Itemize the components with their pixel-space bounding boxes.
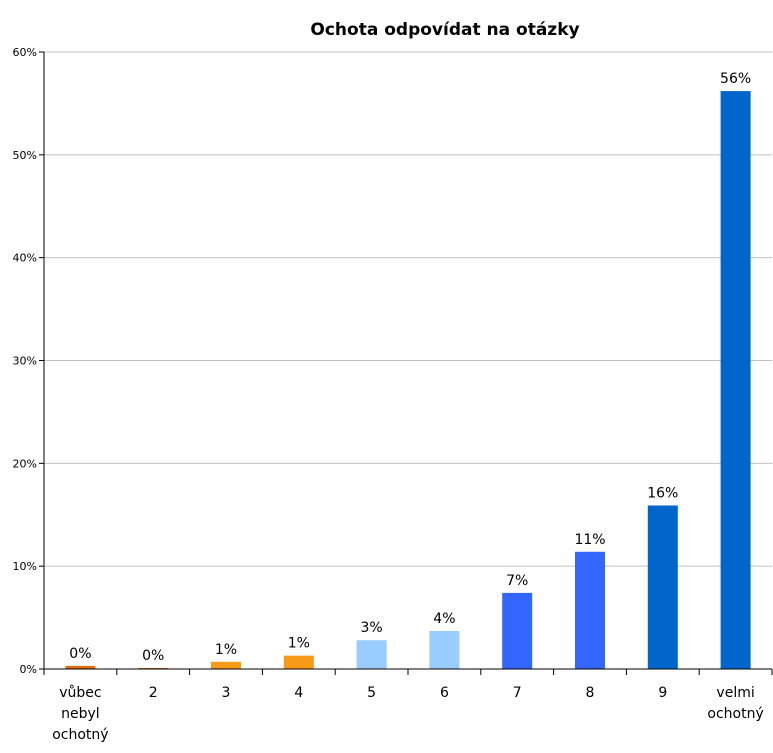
bar [648,505,678,669]
x-tick-label: 6 [440,685,449,701]
data-label: 16% [647,485,678,501]
x-tick-label: 2 [149,685,158,701]
x-tick-label: 3 [222,685,231,701]
x-tick-label-line: velmi [716,685,754,701]
x-tick-label: 5 [367,685,376,701]
bars [65,91,750,669]
data-label: 1% [288,636,310,652]
x-tick-label-line: 2 [149,685,158,701]
y-tick-label: 20% [13,457,37,470]
x-tick-label: 4 [294,685,303,701]
data-label: 11% [574,532,605,548]
x-tick-label-line: 9 [658,685,667,701]
data-label: 56% [720,71,751,87]
bar [429,631,459,669]
x-tick-label-line: 4 [294,685,303,701]
chart-title: Ochota odpovídat na otázky [310,20,579,40]
y-tick-label: 60% [13,46,37,59]
x-tick-label: 9 [658,685,667,701]
bar [502,593,532,669]
x-tick-label-line: 3 [222,685,231,701]
x-tick-label-line: 6 [440,685,449,701]
x-tick-label-line: nebyl [61,706,100,722]
data-label: 0% [142,648,164,664]
x-tick-label-line: 8 [586,685,595,701]
x-tick-label-line: ochotný [707,706,763,722]
data-label: 7% [506,573,528,589]
bar [284,656,314,669]
x-tick-label-line: 5 [367,685,376,701]
data-label: 3% [360,620,382,636]
data-label: 1% [215,642,237,658]
x-tick-label: vůbec nebyl ochotný [52,685,108,743]
y-tick-label: 0% [20,663,37,676]
data-label: 4% [433,611,455,627]
x-tick-label-line: ochotný [52,727,108,743]
x-tick-label: velmi ochotný [707,685,763,722]
y-tick-label: 30% [13,355,37,368]
bar [575,552,605,669]
x-tick-label: 7 [513,685,522,701]
y-tick-label: 10% [13,560,37,573]
y-tick-label: 50% [13,149,37,162]
bar [357,640,387,669]
y-tick-label: 40% [13,252,37,265]
bar [211,662,241,669]
data-label: 0% [69,646,91,662]
bar [721,91,751,669]
x-tick-label: 8 [586,685,595,701]
x-tick-label-line: 7 [513,685,522,701]
x-tick-label-line: vůbec [59,685,101,701]
